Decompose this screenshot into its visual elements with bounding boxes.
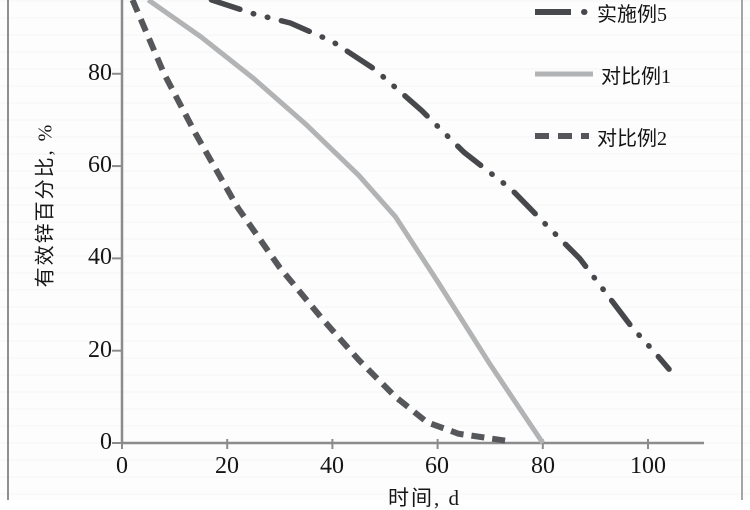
y-tick-label-60: 60 <box>88 152 112 178</box>
figure-left-border <box>7 0 9 500</box>
legend-label-duibili1: 对比例1 <box>601 65 671 88</box>
figure-right-border <box>741 0 743 500</box>
x-tick-label-80: 80 <box>531 453 555 479</box>
legend-item-duibili1: 对比例1 <box>533 61 671 88</box>
legend-marker-dash-dot <box>535 9 588 15</box>
x-tick-label-60: 60 <box>425 453 449 479</box>
series-line-1 <box>146 0 545 445</box>
y-axis-title: 有效锌百分比, % <box>34 122 57 288</box>
x-tick-label-40: 40 <box>320 453 344 479</box>
x-axis-title: 时间, d <box>388 486 461 510</box>
x-tick-label-0: 0 <box>116 453 128 479</box>
legend-marker-solid <box>535 71 593 77</box>
y-tick-label-40: 40 <box>88 244 112 270</box>
x-tick-label-100: 100 <box>630 453 666 479</box>
x-tick-label-20: 20 <box>215 453 239 479</box>
legend-item-duibili2: 对比例2 <box>533 123 667 150</box>
legend-item-shisili5: 实施例5 <box>533 0 667 26</box>
legend-marker-dashed <box>535 133 589 139</box>
legend-label-shisili5: 实施例5 <box>597 3 667 26</box>
series-line-2 <box>129 0 507 444</box>
legend-label-duibili2: 对比例2 <box>597 127 667 150</box>
series-line-0 <box>208 0 672 372</box>
y-tick-label-80: 80 <box>88 60 112 86</box>
y-tick-label-0: 0 <box>100 429 112 455</box>
y-tick-label-20: 20 <box>88 337 112 363</box>
